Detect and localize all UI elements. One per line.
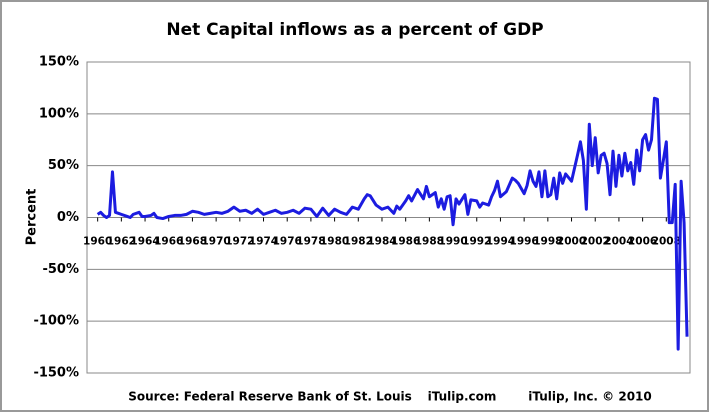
- y-tick-label: 100%: [39, 106, 79, 121]
- x-tick-label: 1990: [438, 236, 467, 248]
- x-tick-label: 1972: [225, 236, 254, 248]
- x-tick-label: 2006: [628, 236, 657, 248]
- x-tick-label: 1984: [367, 236, 396, 248]
- footer-source: Source: Federal Reserve Bank of St. Loui…: [128, 390, 412, 404]
- y-tick-label: 150%: [39, 55, 79, 70]
- y-tick-label: -150%: [33, 366, 79, 381]
- x-tick-label: 1980: [320, 236, 349, 248]
- x-tick-label: 1992: [462, 236, 491, 248]
- x-tick-label: 1996: [510, 236, 539, 248]
- x-tick-label: 2004: [604, 236, 633, 248]
- y-tick-label: 0%: [57, 210, 79, 225]
- x-tick-label: 1966: [154, 236, 183, 248]
- x-tick-label: 1970: [202, 236, 231, 248]
- x-tick-label: 1974: [249, 236, 278, 248]
- x-tick-label: 1968: [178, 236, 207, 248]
- data-line: [96, 96, 689, 351]
- x-tick-label: 1988: [415, 236, 444, 248]
- x-tick-label: 1964: [130, 236, 159, 248]
- x-tick-label: 1960: [83, 236, 112, 248]
- x-tick-label: 1982: [344, 236, 373, 248]
- x-tick-label: 2008: [652, 236, 681, 248]
- x-tick-label: 2000: [557, 236, 586, 248]
- footer-site: iTulip.com: [428, 390, 497, 404]
- x-tick-label: 1962: [107, 236, 136, 248]
- chart-title: Net Capital inflows as a percent of GDP: [166, 20, 543, 40]
- x-tick-label: 1976: [273, 236, 302, 248]
- y-tick-label: -50%: [42, 262, 79, 277]
- y-axis-label: Percent: [25, 189, 40, 246]
- x-tick-label: 2002: [581, 236, 610, 248]
- x-tick-label: 1998: [533, 236, 562, 248]
- y-tick-label: 50%: [48, 158, 79, 173]
- y-tick-label: -100%: [33, 314, 79, 329]
- x-tick-label: 1994: [486, 236, 515, 248]
- x-tick-label: 1978: [296, 236, 325, 248]
- footer-copyright: iTulip, Inc. © 2010: [528, 390, 652, 404]
- x-tick-label: 1986: [391, 236, 420, 248]
